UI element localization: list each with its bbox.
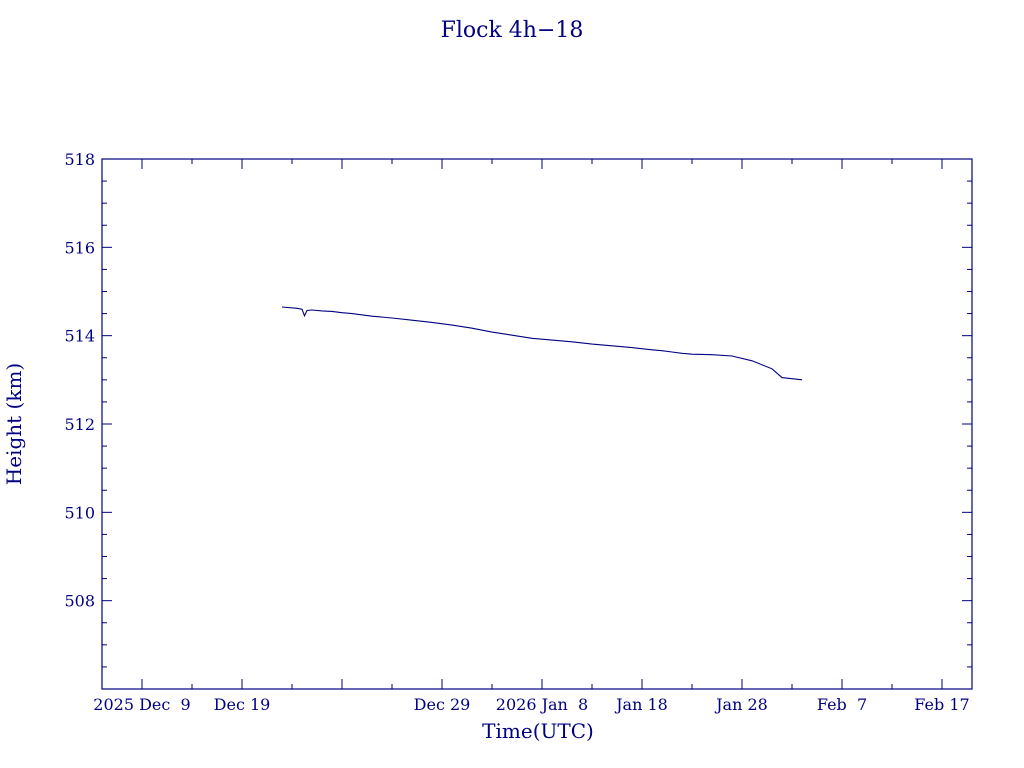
y-tick-label: 514 [64, 327, 95, 346]
x-axis-label: Time(UTC) [482, 719, 594, 743]
axis-tick-labels: 508 510 512 514 516 518 2025 Dec 9 Dec 19 Dec 29… [64, 150, 969, 714]
plot-frame [101, 158, 973, 690]
y-tick-label: 516 [64, 238, 95, 257]
x-tick-label: 2026 Jan 8 [496, 695, 588, 714]
y-tick-label: 510 [64, 503, 95, 522]
y-tick-label: 508 [64, 592, 95, 611]
y-axis-label: Height (km) [2, 363, 26, 485]
chart-title: Flock 4h−18 [441, 18, 584, 43]
x-tick-label: Dec 19 [214, 695, 271, 714]
data-marks [281, 306, 803, 381]
axis-ticks [102, 158, 972, 689]
x-tick-label: Jan 18 [614, 695, 668, 714]
y-tick-label: 512 [64, 415, 95, 434]
y-tick-label: 518 [64, 150, 95, 169]
x-tick-label: 2025 Dec 9 [93, 695, 190, 714]
x-tick-label: Jan 28 [714, 695, 768, 714]
x-tick-label: Dec 29 [414, 695, 471, 714]
x-tick-label: Feb 17 [914, 695, 969, 714]
x-tick-label: Feb 7 [817, 695, 867, 714]
series-line [281, 306, 803, 381]
